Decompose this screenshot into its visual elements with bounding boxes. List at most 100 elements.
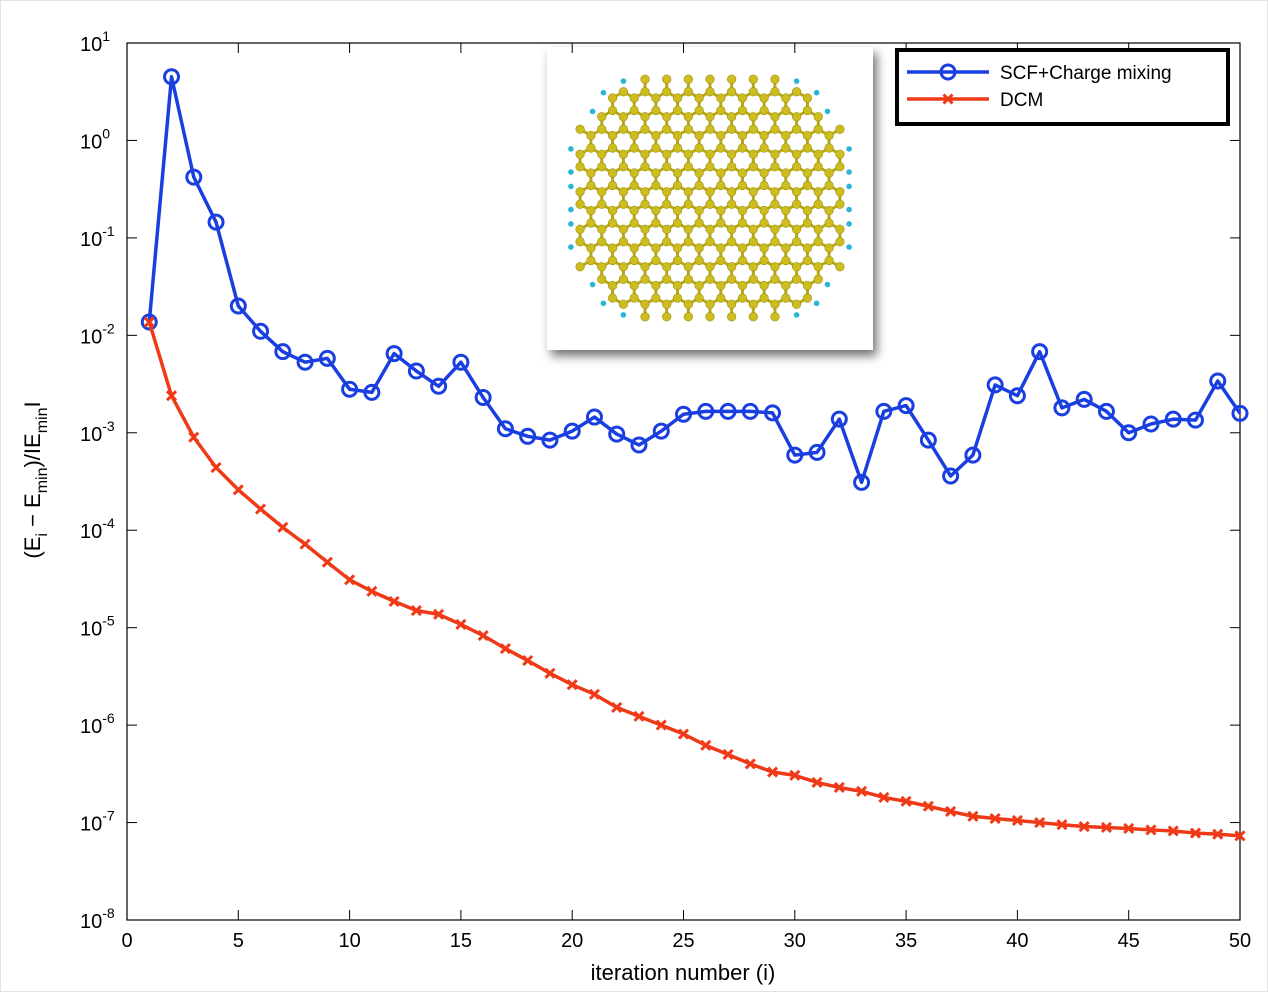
y-tick-base: 10	[80, 229, 102, 251]
hydrogen	[814, 90, 820, 96]
atom	[641, 187, 650, 196]
hydrogen	[794, 312, 800, 318]
y-label-part: )/IE	[20, 433, 45, 467]
atom	[706, 225, 715, 234]
atom	[695, 106, 704, 115]
y-tick-base: 10	[80, 521, 102, 543]
atom	[652, 144, 661, 153]
atom	[673, 94, 682, 103]
atom	[836, 125, 845, 134]
atom	[836, 200, 845, 209]
atom	[727, 187, 736, 196]
atom	[749, 237, 758, 246]
y-tick-exponent: -4	[102, 515, 115, 531]
atom	[684, 275, 693, 284]
x-tick-label: 15	[450, 930, 472, 952]
y-label-part: − E	[20, 493, 45, 533]
hydrogen	[846, 184, 852, 190]
atom	[695, 219, 704, 228]
atom	[608, 256, 617, 265]
atom	[706, 112, 715, 121]
atom	[684, 225, 693, 234]
x-tick-label: 20	[561, 930, 583, 952]
atom	[587, 181, 596, 190]
y-label-part: (E	[20, 537, 45, 559]
atom	[749, 112, 758, 121]
atom	[814, 162, 823, 171]
atom	[576, 262, 585, 271]
atom	[684, 162, 693, 171]
x-tick-label: 45	[1118, 930, 1140, 952]
atom	[684, 237, 693, 246]
atom	[760, 206, 769, 215]
atom	[717, 244, 726, 253]
atom	[814, 112, 823, 121]
atom	[771, 237, 780, 246]
hydrogen	[846, 244, 852, 250]
y-tick-exponent: -1	[102, 223, 115, 239]
atom	[695, 94, 704, 103]
atom	[760, 219, 769, 228]
atom	[641, 262, 650, 271]
atom	[597, 262, 606, 271]
hydrogen	[568, 221, 574, 227]
atom	[684, 75, 693, 84]
atom	[738, 144, 747, 153]
y-tick-base: 10	[80, 326, 102, 348]
atom	[608, 144, 617, 153]
atom	[695, 294, 704, 303]
atom	[662, 300, 671, 309]
atom	[662, 225, 671, 234]
atom	[792, 262, 801, 271]
atom	[587, 144, 596, 153]
atom	[792, 187, 801, 196]
hydrogen	[590, 282, 596, 288]
atom	[673, 281, 682, 290]
atom	[825, 169, 834, 178]
atom	[727, 87, 736, 96]
atom	[803, 206, 812, 215]
atom	[760, 281, 769, 290]
atom	[792, 162, 801, 171]
atom	[641, 300, 650, 309]
atom	[814, 237, 823, 246]
atom	[619, 87, 628, 96]
atom	[695, 144, 704, 153]
atom	[597, 187, 606, 196]
atom	[738, 219, 747, 228]
atom	[695, 256, 704, 265]
atom	[749, 312, 758, 321]
atom	[727, 200, 736, 209]
atom	[781, 94, 790, 103]
atom	[814, 262, 823, 271]
atom	[738, 181, 747, 190]
atom	[597, 112, 606, 121]
y-tick-base: 10	[80, 131, 102, 153]
atom	[717, 94, 726, 103]
y-tick-base: 10	[80, 34, 102, 56]
atom	[738, 131, 747, 140]
atom	[652, 94, 661, 103]
atom	[662, 262, 671, 271]
atom	[760, 294, 769, 303]
atom	[727, 225, 736, 234]
atom	[717, 181, 726, 190]
atom	[630, 131, 639, 140]
atom	[760, 144, 769, 153]
atom	[836, 150, 845, 159]
atom	[792, 225, 801, 234]
atom	[630, 106, 639, 115]
hydrogen	[814, 301, 820, 307]
atom	[792, 237, 801, 246]
hydrogen	[825, 109, 831, 115]
atom	[608, 294, 617, 303]
hydrogen	[621, 312, 627, 318]
atom	[738, 294, 747, 303]
atom	[727, 275, 736, 284]
atom	[749, 125, 758, 134]
atom	[706, 275, 715, 284]
atom	[608, 219, 617, 228]
atom	[608, 94, 617, 103]
legend-label: SCF+Charge mixing	[1000, 63, 1172, 84]
atom	[717, 131, 726, 140]
